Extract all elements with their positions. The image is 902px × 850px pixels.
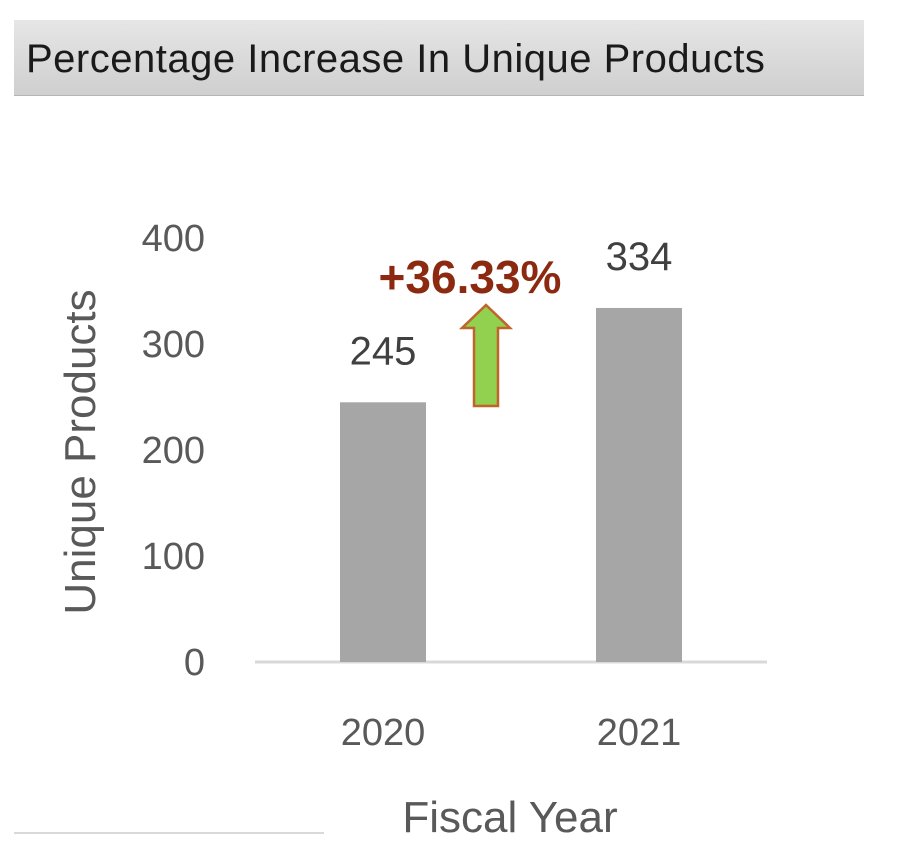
divider-line <box>14 832 324 834</box>
y-tick-label: 100 <box>142 536 205 578</box>
growth-annotation: +36.33% <box>379 251 562 303</box>
x-tick-label-2021: 2021 <box>597 712 682 754</box>
bars <box>340 307 682 662</box>
y-axis-ticks: 0 100 200 300 400 <box>142 218 205 684</box>
x-tick-label-2020: 2020 <box>341 712 426 754</box>
x-axis-ticks: 2020 2021 <box>341 712 682 754</box>
data-label-2020: 245 <box>350 329 417 373</box>
y-tick-label: 400 <box>142 218 205 260</box>
data-labels: 245 334 <box>350 235 673 373</box>
bar-2020 <box>340 402 426 662</box>
y-axis-label: Unique Products <box>56 289 105 614</box>
bar-2021 <box>596 307 682 662</box>
chart-title-bar: Percentage Increase In Unique Products <box>14 20 864 96</box>
y-tick-label: 200 <box>142 430 205 472</box>
chart-title: Percentage Increase In Unique Products <box>26 37 766 81</box>
y-tick-label: 0 <box>184 642 205 684</box>
data-label-2021: 334 <box>606 235 673 279</box>
y-tick-label: 300 <box>142 324 205 366</box>
up-arrow-icon <box>458 303 514 408</box>
x-axis-label: Fiscal Year <box>402 793 617 842</box>
